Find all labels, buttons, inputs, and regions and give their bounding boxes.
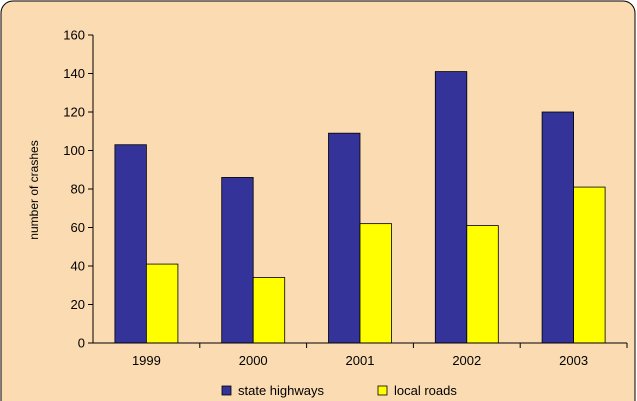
bar-local-roads-2001 [359,223,392,344]
x-tick-label: 1999 [132,353,161,368]
legend-label: local roads [394,383,457,398]
y-axis-title: number of crashes [27,140,41,239]
y-tick-label: 160 [63,28,85,43]
y-tick-label: 40 [71,259,85,274]
x-tick-label: 2003 [559,353,588,368]
bar-local-roads-2000 [252,277,286,344]
y-tick-label: 120 [63,105,85,120]
legend-swatch [377,385,388,396]
x-axis: 1999 2000 2001 2002 2003 [132,343,628,368]
bar-state-highways-2001 [328,132,361,344]
bar-state-highways-2000 [221,177,254,344]
bar-local-roads-2002 [466,225,499,344]
bar-local-roads-1999 [145,263,179,344]
bar-state-highways-2003 [541,111,574,344]
legend: state highways local roads [221,383,457,398]
y-tick-label: 80 [71,182,85,197]
y-tick-label: 20 [71,297,85,312]
bar-local-roads-2003 [573,186,606,344]
x-tick-label: 2002 [452,353,481,368]
x-tick-label: 2001 [346,353,375,368]
y-tick-label: 0 [78,336,85,351]
bar-state-highways-1999 [114,144,147,344]
y-tick-label: 100 [63,143,85,158]
legend-swatch [221,385,232,396]
y-tick-label: 140 [63,66,85,81]
bars-group [114,71,606,344]
bar-state-highways-2002 [434,71,468,344]
x-tick-label: 2000 [239,353,268,368]
legend-label: state highways [238,383,324,398]
y-tick-label: 60 [71,220,85,235]
y-axis: 0 20 40 60 80 100 120 140 160 [63,28,93,351]
